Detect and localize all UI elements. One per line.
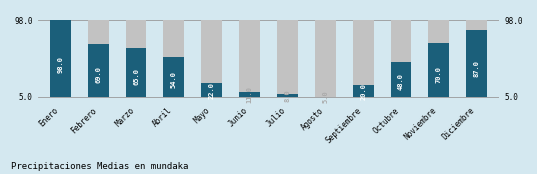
Bar [277, 94, 298, 97]
Bar [50, 21, 71, 97]
Bar [126, 48, 147, 97]
Bar [239, 21, 260, 97]
Bar [429, 44, 449, 97]
Bar [390, 62, 411, 97]
Text: 5.0: 5.0 [322, 90, 328, 103]
Text: 69.0: 69.0 [95, 66, 101, 83]
Text: 98.0: 98.0 [57, 56, 63, 73]
Bar [315, 21, 336, 97]
Text: 54.0: 54.0 [171, 71, 177, 88]
Text: 8.0: 8.0 [285, 89, 291, 102]
Bar [353, 85, 374, 97]
Bar [466, 30, 487, 97]
Text: 20.0: 20.0 [360, 83, 366, 100]
Text: 11.0: 11.0 [246, 86, 252, 103]
Bar [390, 21, 411, 97]
Bar [88, 44, 108, 97]
Bar [239, 92, 260, 97]
Text: Precipitaciones Medias en mundaka: Precipitaciones Medias en mundaka [11, 161, 188, 171]
Bar [163, 57, 184, 97]
Bar [88, 21, 108, 97]
Bar [50, 21, 71, 97]
Text: 65.0: 65.0 [133, 68, 139, 85]
Bar [429, 21, 449, 97]
Bar [126, 21, 147, 97]
Bar [277, 21, 298, 97]
Bar [201, 21, 222, 97]
Bar [353, 21, 374, 97]
Bar [466, 21, 487, 97]
Bar [163, 21, 184, 97]
Text: 22.0: 22.0 [209, 82, 215, 100]
Bar [201, 83, 222, 97]
Text: 87.0: 87.0 [474, 60, 480, 77]
Text: 48.0: 48.0 [398, 73, 404, 90]
Text: 70.0: 70.0 [436, 66, 442, 83]
